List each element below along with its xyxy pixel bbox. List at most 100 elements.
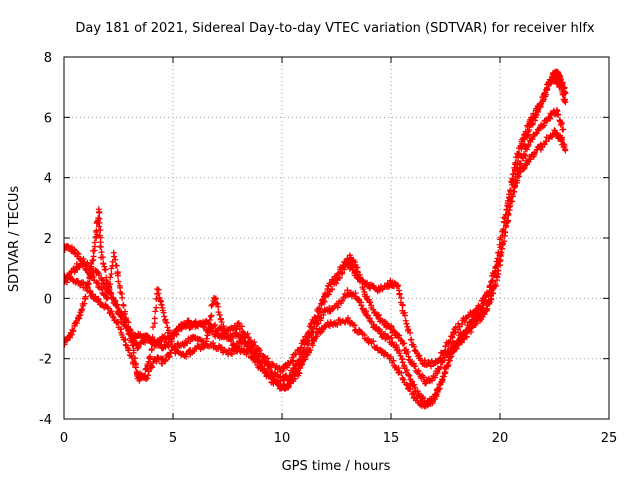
data-point bbox=[439, 376, 446, 383]
data-point bbox=[542, 91, 549, 98]
data-point bbox=[156, 294, 163, 301]
data-point bbox=[400, 376, 407, 383]
data-point bbox=[319, 297, 326, 304]
data-point bbox=[332, 274, 339, 281]
data-point bbox=[519, 155, 526, 162]
data-point bbox=[253, 357, 260, 364]
data-point bbox=[151, 315, 158, 322]
data-point bbox=[521, 141, 528, 148]
x-tick-label: 20 bbox=[492, 431, 509, 446]
data-point bbox=[407, 329, 414, 336]
data-point bbox=[495, 249, 502, 256]
data-point bbox=[399, 302, 406, 309]
data-point bbox=[290, 357, 297, 364]
data-point bbox=[149, 360, 156, 367]
data-point bbox=[506, 194, 513, 201]
data-point bbox=[291, 375, 298, 382]
data-point bbox=[402, 317, 409, 324]
data-point bbox=[70, 328, 77, 335]
axis-ticks: 0 5 10 15 20 25 -4 -2 0 2 4 6 8 bbox=[39, 51, 617, 446]
data-markers bbox=[64, 68, 569, 410]
x-tick-label: 25 bbox=[601, 431, 618, 446]
data-point bbox=[111, 253, 118, 260]
data-point bbox=[217, 324, 224, 331]
data-point bbox=[245, 334, 252, 341]
data-point bbox=[89, 257, 96, 264]
data-point bbox=[307, 347, 314, 354]
data-point bbox=[82, 293, 89, 300]
data-point bbox=[358, 278, 365, 285]
data-point bbox=[311, 319, 318, 326]
data-point bbox=[481, 296, 488, 303]
data-point bbox=[493, 258, 500, 265]
data-point bbox=[97, 244, 104, 251]
data-point bbox=[360, 286, 367, 293]
data-point bbox=[83, 266, 90, 273]
data-point bbox=[148, 346, 155, 353]
data-point bbox=[562, 99, 569, 106]
data-point bbox=[216, 311, 223, 318]
data-point bbox=[95, 215, 102, 222]
data-point bbox=[327, 281, 334, 288]
series-track-d bbox=[64, 73, 569, 387]
data-point bbox=[164, 324, 171, 331]
x-tick-label: 5 bbox=[169, 431, 177, 446]
data-point bbox=[488, 295, 495, 302]
data-point bbox=[496, 241, 503, 248]
data-point bbox=[155, 290, 162, 297]
data-point bbox=[555, 111, 562, 118]
data-point bbox=[107, 274, 114, 281]
data-point bbox=[344, 287, 351, 294]
data-point bbox=[212, 296, 219, 303]
data-point bbox=[335, 270, 342, 277]
data-point bbox=[114, 301, 121, 308]
data-point bbox=[551, 73, 558, 80]
data-point bbox=[114, 272, 121, 279]
data-point bbox=[547, 115, 554, 122]
data-point bbox=[165, 327, 172, 334]
data-point bbox=[262, 368, 269, 375]
data-point bbox=[442, 343, 449, 350]
data-point bbox=[83, 285, 90, 292]
data-point bbox=[149, 364, 156, 371]
data-point bbox=[64, 341, 68, 348]
data-point bbox=[364, 279, 371, 286]
data-point bbox=[382, 330, 389, 337]
data-point bbox=[421, 403, 428, 410]
data-point bbox=[413, 394, 420, 401]
data-point bbox=[96, 223, 103, 230]
data-point bbox=[356, 327, 363, 334]
data-point bbox=[513, 164, 520, 171]
data-point bbox=[415, 368, 422, 375]
data-point bbox=[73, 320, 80, 327]
data-point bbox=[128, 354, 135, 361]
data-point bbox=[444, 363, 451, 370]
data-point bbox=[227, 350, 234, 357]
data-point bbox=[158, 301, 165, 308]
data-point bbox=[423, 379, 430, 386]
data-point bbox=[407, 386, 414, 393]
data-point bbox=[98, 249, 105, 256]
data-point bbox=[334, 304, 341, 311]
data-point bbox=[446, 357, 453, 364]
data-point bbox=[522, 152, 529, 159]
data-point bbox=[420, 395, 427, 402]
data-point bbox=[322, 290, 329, 297]
data-point bbox=[422, 380, 429, 387]
data-point bbox=[458, 338, 465, 345]
data-point bbox=[256, 347, 263, 354]
data-point bbox=[389, 339, 396, 346]
data-point bbox=[396, 291, 403, 298]
chart-title: Day 181 of 2021, Sidereal Day-to-day VTE… bbox=[75, 21, 595, 36]
data-point bbox=[408, 336, 415, 343]
data-point bbox=[396, 332, 403, 339]
data-point bbox=[304, 330, 311, 337]
data-point bbox=[183, 321, 190, 328]
data-point bbox=[302, 356, 309, 363]
data-point bbox=[318, 300, 325, 307]
data-point bbox=[145, 368, 152, 375]
data-point bbox=[518, 160, 525, 167]
data-point bbox=[135, 344, 142, 351]
data-point bbox=[125, 319, 132, 326]
data-point bbox=[264, 355, 271, 362]
